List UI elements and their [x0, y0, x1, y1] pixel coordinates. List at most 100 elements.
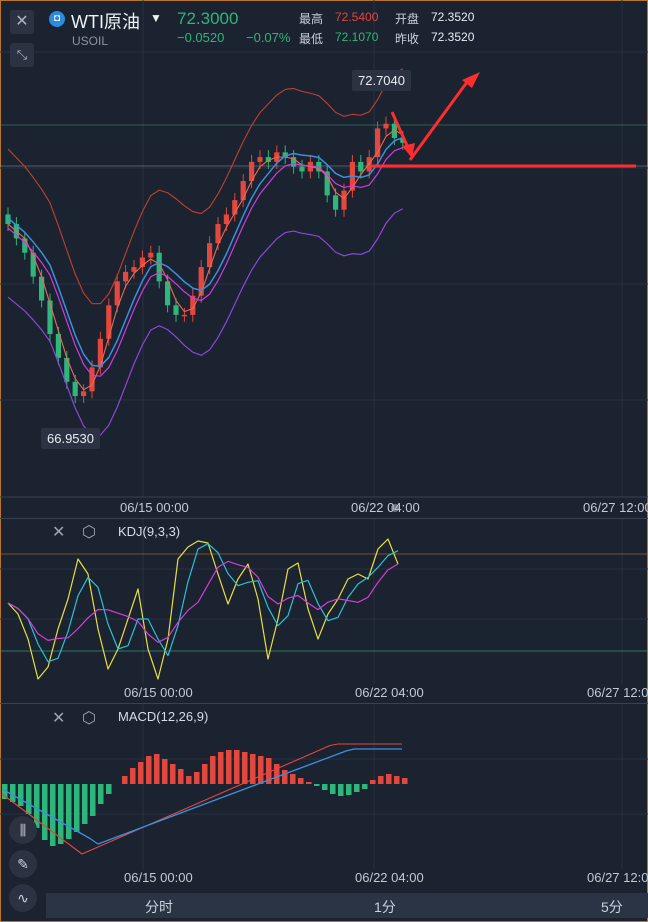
macd-histogram-bar [74, 784, 80, 832]
candlestick [282, 152, 288, 158]
macd-histogram-bar [194, 772, 200, 784]
candlestick [64, 357, 70, 382]
macd-histogram-bar [170, 764, 176, 784]
high-value: 72.5400 [335, 10, 379, 24]
candlestick [391, 123, 397, 139]
candlestick [383, 123, 389, 129]
macd-histogram-bar [322, 784, 328, 790]
main-chart-canvas[interactable] [0, 0, 648, 517]
macd-histogram-bar [130, 768, 136, 784]
bollinger-lower [7, 208, 404, 437]
candlestick [148, 252, 154, 258]
macd-histogram-bar [98, 784, 104, 804]
macd-histogram-bar [234, 750, 240, 784]
time-label: 06/15 00:00 [124, 685, 193, 700]
candlestick [81, 391, 87, 397]
candlestick [5, 214, 11, 225]
macd-histogram-bar [290, 774, 296, 784]
macd-histogram-bar [122, 776, 128, 784]
candlestick [106, 305, 112, 339]
candlestick [47, 300, 53, 334]
candlestick [39, 276, 45, 301]
candlestick [333, 195, 339, 210]
macd-histogram-bar [66, 784, 72, 839]
prev-close-label: 昨收 [395, 32, 420, 46]
close-button[interactable]: ✕ [10, 10, 34, 34]
macd-histogram-bar [178, 769, 184, 784]
candlestick [265, 157, 271, 162]
close-icon[interactable]: ✕ [52, 524, 66, 541]
candlestick [55, 333, 61, 358]
macd-dea-line [1, 748, 402, 845]
macd-histogram-bar [354, 784, 360, 792]
macd-histogram-bar [298, 778, 304, 784]
kdj-title: KDJ(9,3,3) [118, 524, 181, 539]
collapse-icon: ⤡ [16, 47, 28, 62]
candlestick [156, 252, 162, 282]
macd-histogram-bar [2, 784, 8, 799]
candlestick [181, 314, 187, 317]
candlestick [22, 238, 28, 253]
macd-histogram-bar [202, 764, 208, 784]
price-change-pct: −0.07% [246, 30, 291, 45]
macd-histogram-bar [42, 784, 48, 840]
pen-icon: ✎ [17, 856, 29, 872]
draw-tool-button[interactable]: ✎ [9, 850, 37, 878]
candlestick [114, 281, 120, 306]
low-label: 最低 [299, 32, 324, 46]
kdj-d-line [7, 560, 399, 643]
macd-histogram-bar [378, 776, 384, 784]
macd-histogram-bar [386, 774, 392, 784]
kdj-k-line [7, 543, 399, 663]
candlestick [341, 190, 347, 210]
candlestick-tool-button[interactable]: ⫼ [9, 816, 37, 844]
tab-timeshare[interactable]: 分时 [145, 899, 173, 915]
indicator-tool-button[interactable]: ∿ [9, 884, 37, 912]
candlestick [30, 252, 36, 277]
collapse-button[interactable]: ⤡ [10, 43, 34, 67]
candlestick [400, 138, 406, 143]
settings-icon[interactable]: ⬡ [82, 524, 96, 541]
candlestick [324, 171, 330, 196]
macd-histogram-bar [250, 754, 256, 784]
macd-histogram-bar [34, 784, 40, 828]
annotation-arrow-up [408, 77, 472, 161]
last-price: 72.3000 [177, 9, 239, 28]
candlestick [131, 267, 137, 272]
macd-histogram-bar [338, 784, 344, 796]
ma-line-fast [7, 129, 404, 391]
candlestick [207, 243, 213, 268]
macd-histogram-bar [210, 756, 216, 784]
candlestick [223, 214, 229, 225]
crosshair-handle [391, 504, 399, 512]
max-price-marker: 72.7040 [352, 70, 411, 91]
macd-histogram-bar [218, 752, 224, 784]
candlestick [215, 224, 221, 244]
macd-chart-canvas[interactable] [0, 704, 648, 894]
indicator-icon: ∿ [17, 890, 29, 906]
candlestick [257, 157, 263, 162]
kdj-j-line [7, 538, 399, 680]
macd-panel: ✕ ⬡ MACD(12,26,9) 06/15 00:00 06/22 04:0… [0, 703, 648, 893]
macd-histogram-bar [146, 756, 152, 784]
macd-histogram-bar [370, 780, 376, 784]
macd-histogram-bar [226, 750, 232, 784]
prev-close-value: 72.3520 [431, 30, 475, 44]
tab-5min[interactable]: 5分 [601, 899, 623, 915]
macd-histogram-bar [266, 758, 272, 784]
macd-histogram-bar [50, 784, 56, 846]
symbol-name[interactable]: WTI原油 [71, 12, 140, 32]
open-value: 72.3520 [431, 10, 475, 24]
kdj-chart-canvas[interactable] [0, 519, 648, 703]
settings-icon[interactable]: ⬡ [82, 710, 96, 727]
macd-histogram-bar [26, 784, 32, 814]
macd-histogram-bar [186, 776, 192, 784]
close-icon[interactable]: ✕ [52, 710, 66, 727]
macd-histogram-bar [282, 770, 288, 784]
candlestick [291, 157, 297, 167]
price-change: −0.0520 [177, 30, 225, 45]
candlestick [358, 161, 364, 172]
tab-1min[interactable]: 1分 [374, 899, 396, 915]
macd-histogram-bar [394, 776, 400, 784]
chevron-down-icon[interactable]: ▼ [150, 11, 162, 25]
